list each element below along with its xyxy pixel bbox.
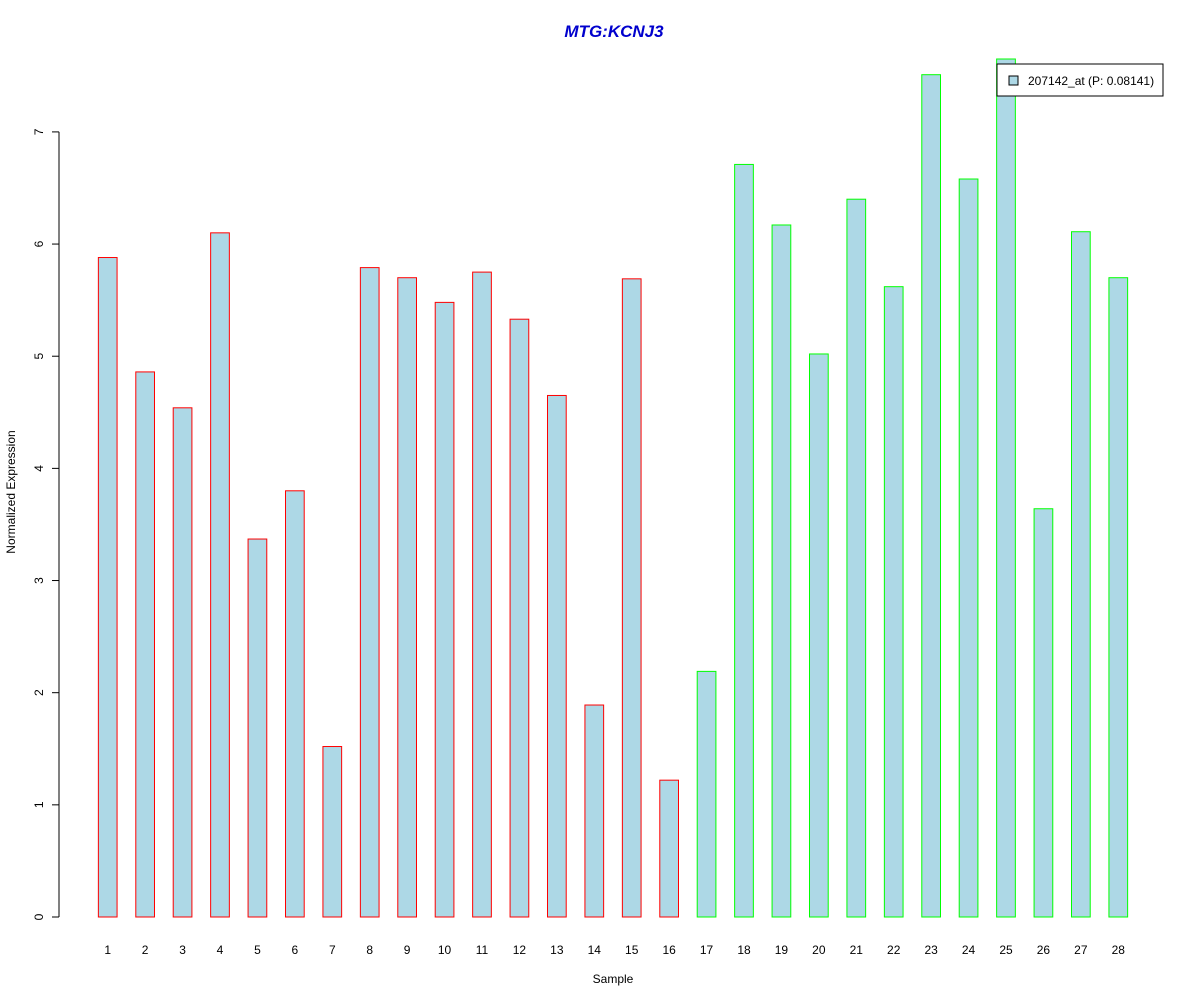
x-tick-label: 25 — [999, 943, 1013, 957]
x-tick-label: 20 — [812, 943, 826, 957]
bar-sample-18 — [734, 163, 754, 918]
bar-sample-17 — [696, 670, 717, 918]
x-tick-label: 24 — [962, 943, 976, 957]
bar-sample-24 — [958, 178, 979, 918]
bar-sample-5 — [247, 538, 268, 918]
x-tick-label: 26 — [1037, 943, 1051, 957]
bar-sample-27 — [1071, 231, 1091, 918]
y-axis-title: Normalized Expression — [4, 430, 18, 553]
x-tick-label: 19 — [775, 943, 789, 957]
chart-title: MTG:KCNJ3 — [564, 22, 664, 41]
y-tick-label: 5 — [32, 353, 46, 360]
x-axis-title: Sample — [593, 972, 634, 986]
bar-sample-19 — [771, 224, 792, 918]
x-tick-label: 23 — [924, 943, 938, 957]
bar-sample-4 — [210, 232, 230, 918]
x-tick-label: 28 — [1112, 943, 1126, 957]
y-tick-label: 4 — [32, 465, 46, 472]
bar-sample-11 — [472, 271, 492, 918]
bar-sample-21 — [846, 198, 867, 918]
y-tick-label: 1 — [32, 801, 46, 808]
bar-sample-10 — [434, 301, 455, 918]
legend-swatch — [1008, 75, 1019, 86]
y-tick-label: 2 — [32, 689, 46, 696]
x-tick-label: 7 — [329, 943, 336, 957]
bar-sample-26 — [1033, 508, 1054, 918]
x-tick-label: 15 — [625, 943, 639, 957]
x-tick-label: 22 — [887, 943, 901, 957]
legend: 207142_at (P: 0.08141) — [996, 63, 1164, 97]
bar-sample-2 — [135, 371, 155, 918]
x-tick-label: 3 — [179, 943, 186, 957]
bar-sample-22 — [883, 286, 904, 918]
x-tick-label: 11 — [476, 943, 489, 957]
bar-sample-7 — [322, 746, 343, 918]
x-tick-label: 10 — [438, 943, 452, 957]
bar-sample-23 — [921, 74, 941, 918]
x-tick-label: 17 — [700, 943, 714, 957]
x-tick-label: 5 — [254, 943, 261, 957]
x-tick-label: 21 — [850, 943, 864, 957]
x-tick-label: 18 — [737, 943, 751, 957]
x-tick-label: 2 — [142, 943, 149, 957]
bar-sample-28 — [1108, 277, 1129, 918]
bar-sample-25 — [996, 58, 1016, 918]
bar-sample-13 — [547, 394, 567, 918]
x-tick-label: 14 — [588, 943, 602, 957]
x-tick-label: 12 — [513, 943, 527, 957]
bar-sample-9 — [397, 277, 418, 918]
bar-sample-15 — [621, 278, 642, 918]
bar-sample-20 — [809, 353, 829, 918]
bar-sample-12 — [509, 318, 530, 918]
bar-sample-16 — [659, 779, 679, 918]
bar-sample-8 — [359, 267, 380, 918]
x-tick-labels: 1 2 3 4 5 6 7 8 9 10 11 12 13 14 15 16 17 18 19 20 21 22 23 24 2… — [104, 943, 1125, 957]
x-tick-label: 27 — [1074, 943, 1088, 957]
y-tick-label: 6 — [32, 240, 46, 247]
legend-box — [996, 63, 1164, 97]
bar-sample-1 — [97, 257, 118, 918]
bar-sample-6 — [285, 490, 305, 918]
y-tick-label: 0 — [32, 913, 46, 920]
bar-sample-3 — [172, 407, 193, 918]
x-tick-label: 1 — [104, 943, 111, 957]
x-tick-label: 6 — [292, 943, 299, 957]
x-tick-label: 4 — [217, 943, 224, 957]
x-tick-label: 13 — [550, 943, 564, 957]
legend-label: 207142_at (P: 0.08141) — [1028, 74, 1154, 88]
bar-sample-14 — [584, 704, 605, 918]
y-axis: 0 1 2 3 4 5 6 7 — [32, 128, 60, 920]
x-tick-label: 8 — [366, 943, 373, 957]
y-tick-label: 3 — [32, 577, 46, 584]
x-tick-label: 16 — [662, 943, 676, 957]
bars-group — [97, 58, 1129, 918]
y-tick-label: 7 — [32, 128, 46, 135]
x-tick-label: 9 — [404, 943, 411, 957]
